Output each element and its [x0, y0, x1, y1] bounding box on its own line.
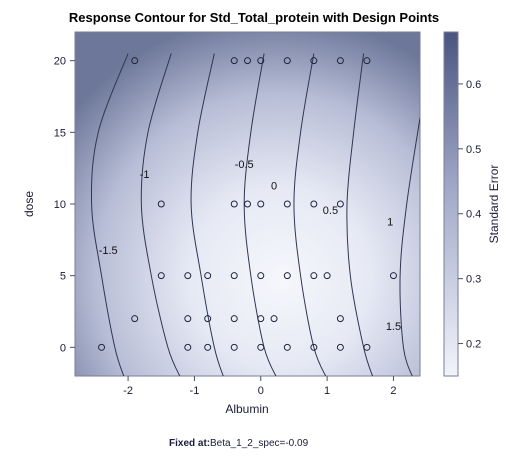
x-axis: -2 -1 0 1 2 — [123, 376, 397, 397]
design-point-36 — [336, 315, 344, 323]
plot-area-background — [74, 31, 421, 377]
design-point-19 — [184, 315, 192, 323]
contour-line-1 — [140, 53, 181, 376]
design-point-27 — [257, 272, 265, 280]
contour-label-6: 1.5 — [386, 321, 401, 333]
footer-fixed-label: Fixed at: — [169, 438, 210, 449]
x-tick-label-1: -1 — [190, 385, 200, 397]
design-point-7 — [363, 57, 371, 65]
footer-fixed-value: Beta_1_2_spec=-0.09 — [210, 438, 309, 449]
y-tick-label-3: 15 — [54, 127, 66, 139]
design-point-12 — [283, 200, 291, 208]
design-point-10 — [244, 200, 251, 208]
contour-line-2 — [190, 53, 224, 376]
design-point-35 — [323, 272, 331, 280]
contour-label-3: 0 — [271, 181, 277, 193]
design-point-2 — [244, 57, 251, 65]
design-point-14 — [336, 200, 344, 208]
contour-label-1: -1 — [140, 169, 150, 181]
design-point-31 — [283, 272, 291, 280]
x-tick-label-2: 0 — [258, 385, 264, 397]
design-point-34 — [310, 343, 318, 351]
contour-line-4 — [293, 53, 327, 376]
contour-label-0: -1.5 — [99, 245, 118, 257]
design-point-32 — [283, 343, 291, 351]
design-point-21 — [204, 272, 212, 280]
design-point-24 — [230, 272, 238, 280]
design-point-6 — [336, 57, 344, 65]
y-axis: 0 5 10 15 20 — [54, 56, 75, 354]
colorbar-tick-label-2: 0.4 — [466, 209, 481, 221]
y-tick-label-4: 20 — [54, 56, 66, 68]
design-point-26 — [230, 343, 238, 351]
design-point-38 — [363, 343, 371, 351]
design-point-15 — [98, 343, 106, 351]
colorbar — [443, 31, 459, 377]
chart-title: Response Contour for Std_Total_protein w… — [69, 10, 439, 25]
design-point-13 — [310, 200, 318, 208]
colorbar-tick-label-0: 0.2 — [466, 339, 481, 351]
y-tick-label-2: 10 — [54, 199, 66, 211]
design-point-1 — [230, 57, 238, 65]
contour-labels: -1.5 -1 -0.5 0 0.5 1 1.5 — [99, 159, 401, 333]
design-point-29 — [257, 343, 265, 351]
design-points — [98, 57, 397, 351]
contour-label-2: -0.5 — [235, 159, 254, 171]
design-point-28 — [257, 315, 265, 323]
y-axis-label: dose — [22, 191, 36, 217]
colorbar-tick-label-4: 0.6 — [466, 79, 481, 91]
design-point-4 — [283, 57, 291, 65]
design-point-16 — [131, 315, 139, 323]
contour-label-5: 1 — [387, 217, 393, 229]
design-point-37 — [336, 343, 344, 351]
design-point-3 — [257, 57, 265, 65]
design-point-11 — [257, 200, 265, 208]
design-point-23 — [204, 343, 212, 351]
design-point-8 — [157, 200, 165, 208]
colorbar-label: Standard Error — [487, 165, 501, 244]
contour-label-4: 0.5 — [323, 205, 338, 217]
design-point-5 — [310, 57, 318, 65]
y-tick-label-1: 5 — [60, 271, 66, 283]
colorbar-ticks: 0.2 0.3 0.4 0.5 0.6 — [458, 79, 481, 351]
design-point-30 — [270, 315, 278, 323]
contour-lines — [90, 53, 420, 376]
design-point-18 — [184, 272, 192, 280]
contour-line-6 — [399, 117, 420, 376]
design-point-20 — [184, 343, 192, 351]
x-tick-label-4: 2 — [390, 385, 396, 397]
design-point-25 — [230, 315, 238, 323]
design-point-0 — [131, 57, 139, 65]
design-point-39 — [389, 272, 397, 280]
x-axis-label: Albumin — [225, 402, 268, 416]
colorbar-tick-label-3: 0.5 — [466, 144, 481, 156]
design-point-33 — [310, 272, 318, 280]
x-tick-label-3: 1 — [324, 385, 330, 397]
design-point-22 — [204, 315, 212, 323]
y-tick-label-0: 0 — [60, 342, 66, 354]
design-point-9 — [230, 200, 238, 208]
contour-line-0 — [90, 53, 129, 376]
design-point-17 — [157, 272, 165, 280]
colorbar-tick-label-1: 0.3 — [466, 274, 481, 286]
x-tick-label-0: -2 — [123, 385, 133, 397]
